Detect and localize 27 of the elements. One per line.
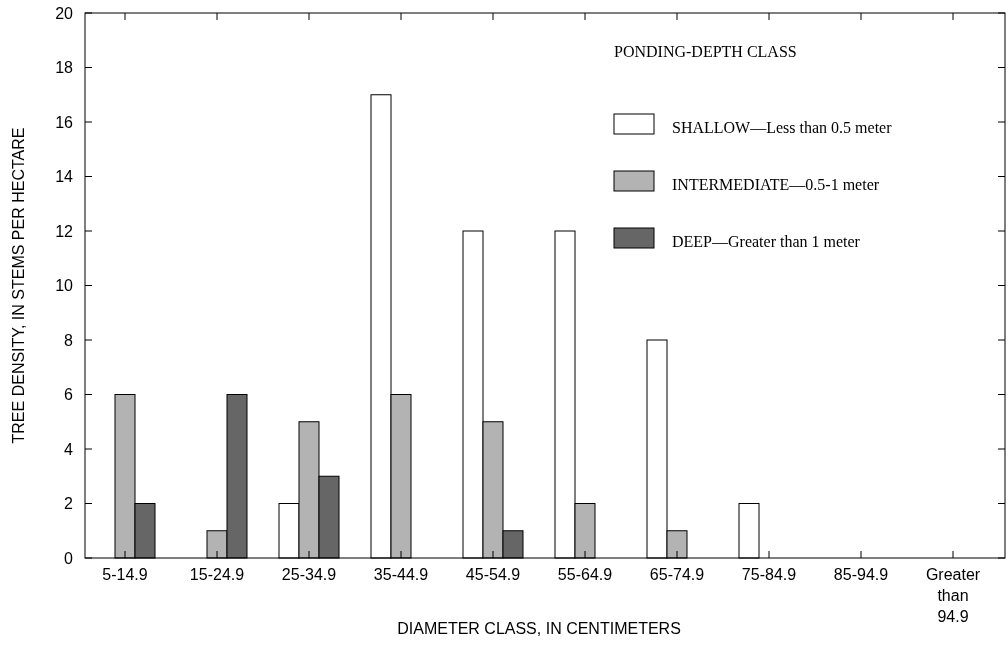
x-tick-label: 35-44.9 bbox=[373, 566, 429, 583]
y-tick-label: 0 bbox=[64, 549, 74, 567]
y-tick-label: 4 bbox=[64, 440, 74, 458]
y-axis-title: TREE DENSITY, IN STEMS PER HECTARE bbox=[10, 127, 27, 444]
legend-label: DEEP—Greater than 1 meter bbox=[672, 232, 861, 250]
legend-title: PONDING-DEPTH CLASS bbox=[614, 43, 797, 60]
y-tick-label: 12 bbox=[55, 222, 74, 240]
y-tick-label: 2 bbox=[64, 495, 74, 513]
y-tick-label: 6 bbox=[64, 386, 74, 404]
x-tick-label: 25-34.9 bbox=[281, 566, 337, 583]
x-tick-label: 55-64.9 bbox=[557, 566, 613, 583]
x-tick-label: 85-94.9 bbox=[833, 566, 889, 583]
y-tick-label: 16 bbox=[55, 113, 74, 131]
x-tick-label: 65-74.9 bbox=[649, 566, 705, 583]
x-tick-label: 75-84.9 bbox=[741, 566, 797, 583]
legend-label: SHALLOW—Less than 0.5 meter bbox=[672, 118, 893, 136]
x-tick-label: 5-14.9 bbox=[102, 566, 148, 583]
y-tick-label: 14 bbox=[55, 168, 74, 186]
x-tick-label: 45-54.9 bbox=[465, 566, 521, 583]
y-tick-label: 18 bbox=[55, 59, 74, 77]
y-tick-label: 10 bbox=[55, 277, 74, 295]
legend-label: INTERMEDIATE—0.5-1 meter bbox=[672, 175, 880, 193]
y-tick-label: 20 bbox=[55, 4, 74, 22]
y-tick-label: 8 bbox=[64, 331, 74, 349]
x-tick-label: Greater than 94.9 bbox=[925, 566, 981, 625]
x-tick-label: 15-24.9 bbox=[189, 566, 245, 583]
x-axis-title: DIAMETER CLASS, IN CENTIMETERS bbox=[397, 620, 681, 637]
